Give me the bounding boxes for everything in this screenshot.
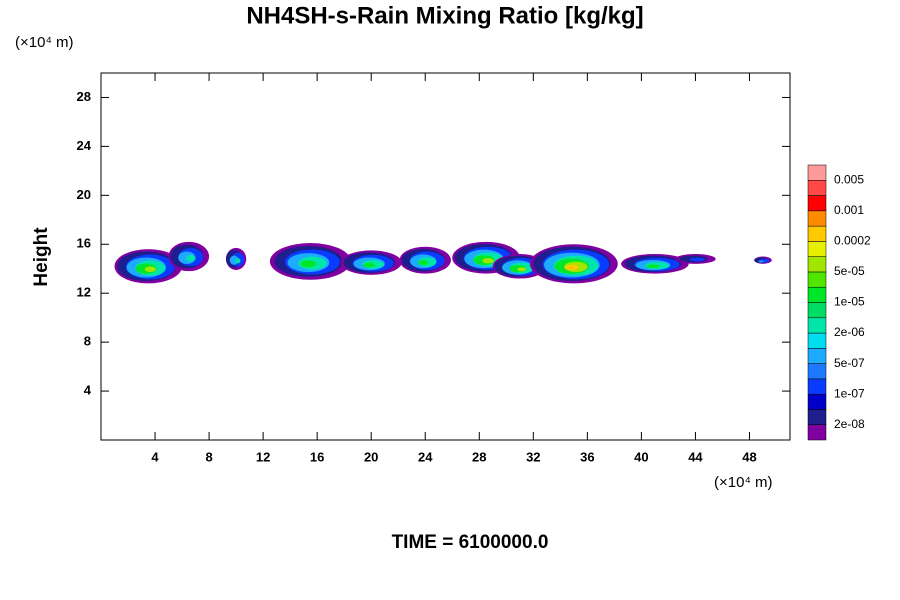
y-tick-label: 16 (77, 236, 91, 251)
colorbar-box (807, 317, 827, 334)
x-tick-label: 28 (472, 449, 486, 464)
y-unit: (×10⁴ m) (15, 34, 74, 51)
x-tick-label: 12 (256, 449, 270, 464)
colorbar-box (807, 210, 827, 227)
x-tick-label: 4 (151, 449, 159, 464)
contour-fill (144, 266, 156, 273)
colorbar-box (807, 271, 827, 288)
colorbar-box (807, 241, 827, 257)
colorbar-box (807, 225, 827, 242)
colorbar-label: 5e-07 (834, 356, 865, 370)
colorbar-box (807, 363, 827, 380)
y-tick-label: 28 (77, 89, 91, 104)
y-tick-label: 24 (77, 138, 92, 153)
x-tick-label: 24 (418, 449, 433, 464)
contour-fill (565, 264, 579, 271)
x-tick-label: 16 (310, 449, 324, 464)
contour-fill (517, 267, 527, 272)
contour-fill (235, 258, 241, 264)
colorbar-box (807, 302, 827, 319)
footer: TIME = 6100000.0 (392, 532, 549, 553)
x-unit: (×10⁴ m) (714, 474, 773, 491)
colorbar-box (807, 256, 827, 273)
colorbar-label: 0.005 (834, 172, 864, 186)
colorbar-label: 2e-08 (834, 417, 865, 431)
x-tick-label: 44 (688, 449, 703, 464)
colorbar-box (807, 195, 827, 212)
colorbar-box (807, 286, 827, 303)
colorbar-box (807, 393, 827, 410)
colorbar-box (807, 409, 827, 425)
y-tick-label: 4 (84, 383, 92, 398)
y-tick-label: 8 (84, 334, 91, 349)
colorbar-label: 0.0002 (834, 234, 871, 248)
contour-fill (186, 254, 196, 262)
x-tick-label: 8 (205, 449, 212, 464)
contour-fill (482, 258, 494, 264)
colorbar-label: 1e-07 (834, 386, 865, 400)
colorbar-label: 1e-05 (834, 295, 865, 309)
colorbar-box (807, 332, 827, 349)
colorbar-label: 0.001 (834, 203, 864, 217)
colorbar-box (807, 180, 827, 196)
contour-fill (363, 262, 376, 268)
contour-fill (758, 260, 764, 263)
plot-frame (100, 72, 791, 441)
y-tick-label: 20 (77, 187, 91, 202)
x-tick-label: 40 (634, 449, 648, 464)
colorbar-box (807, 348, 827, 364)
x-tick-label: 20 (364, 449, 378, 464)
plot-area (114, 241, 772, 284)
y-label: Height (31, 227, 52, 287)
colorbar-box (807, 164, 827, 181)
colorbar-label: 5e-05 (834, 264, 865, 278)
contour-fill (229, 255, 239, 265)
contour-fill (300, 260, 317, 268)
contour-fill (646, 264, 660, 269)
colorbar-box (807, 424, 827, 441)
x-tick-label: 36 (580, 449, 594, 464)
colorbar-label: 2e-06 (834, 325, 865, 339)
contour-fill (689, 257, 706, 262)
chart-title: NH4SH-s-Rain Mixing Ratio [kg/kg] (246, 2, 643, 29)
contour-fill (418, 259, 429, 266)
x-tick-label: 48 (742, 449, 756, 464)
x-tick-label: 32 (526, 449, 540, 464)
colorbar-box (807, 378, 827, 395)
y-tick-label: 12 (77, 285, 91, 300)
